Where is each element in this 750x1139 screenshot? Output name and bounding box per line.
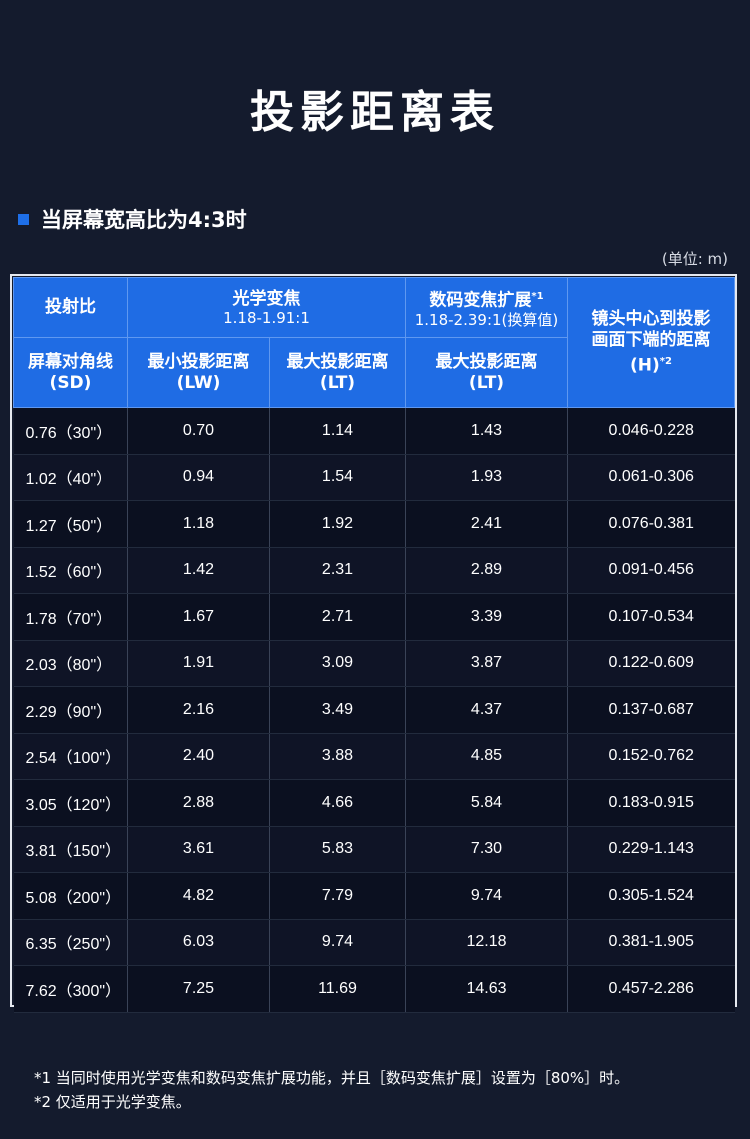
table-row: 1.78（70"） 1.67 2.71 3.39 0.107-0.534 <box>13 593 735 641</box>
cell-min-distance: 2.40 <box>127 733 270 780</box>
header-throw-ratio: 投射比 <box>13 277 128 338</box>
header-min-distance: 最小投影距离 (LW) <box>127 337 270 408</box>
footnotes: *1 当同时使用光学变焦和数码变焦扩展功能，并且［数码变焦扩展］设置为［80%］… <box>34 1066 629 1114</box>
cell-min-distance: 1.18 <box>127 500 270 548</box>
cell-min-distance: 2.16 <box>127 686 270 734</box>
footnote-1: *1 当同时使用光学变焦和数码变焦扩展功能，并且［数码变焦扩展］设置为［80%］… <box>34 1069 630 1087</box>
table-body: 0.76（30"） 0.70 1.14 1.43 0.046-0.228 1.02（40"… <box>13 407 735 1013</box>
cell-lens-offset: 0.381-1.905 <box>567 919 735 966</box>
cell-screen-diagonal: 5.08（200"） <box>13 872 128 920</box>
page-title: 投影距离表 <box>250 87 500 138</box>
cell-lens-offset: 0.091-0.456 <box>567 547 735 594</box>
cell-digital-max-distance: 2.89 <box>405 547 568 594</box>
square-bullet-icon <box>18 213 29 225</box>
table-row: 5.08（200"） 4.82 7.79 9.74 0.305-1.524 <box>13 872 735 920</box>
cell-screen-diagonal: 3.81（150"） <box>13 826 128 873</box>
cell-max-distance: 2.31 <box>269 547 406 594</box>
cell-max-distance: 5.83 <box>269 826 406 873</box>
cell-screen-diagonal: 3.05（120"） <box>13 779 128 827</box>
table-row: 3.05（120"） 2.88 4.66 5.84 0.183-0.915 <box>13 779 735 827</box>
header-digital-zoom: 数码变焦扩展*1 1.18-2.39:1(换算值) <box>405 277 568 338</box>
cell-min-distance: 0.94 <box>127 454 270 501</box>
projection-distance-table: 投射比 光学变焦 1.18-1.91:1 数码变焦扩展*1 1.18-2.39:… <box>13 277 735 1013</box>
table-row: 7.62（300"） 7.25 11.69 14.63 0.457-2.286 <box>13 965 735 1013</box>
cell-min-distance: 0.70 <box>127 407 270 455</box>
header-lens-offset: 镜头中心到投影 画面下端的距离 (H)*2 <box>567 277 735 408</box>
section-heading: 当屏幕宽高比为4:3时 <box>18 204 247 234</box>
cell-screen-diagonal: 2.54（100"） <box>13 733 128 780</box>
cell-min-distance: 1.42 <box>127 547 270 594</box>
table-row: 2.54（100"） 2.40 3.88 4.85 0.152-0.762 <box>13 733 735 780</box>
cell-digital-max-distance: 5.84 <box>405 779 568 827</box>
cell-screen-diagonal: 1.02（40"） <box>13 454 128 501</box>
table-row: 2.29（90"） 2.16 3.49 4.37 0.137-0.687 <box>13 686 735 734</box>
cell-lens-offset: 0.122-0.609 <box>567 640 735 687</box>
footnote-2: *2 仅适用于光学变焦。 <box>34 1093 191 1111</box>
cell-min-distance: 1.67 <box>127 593 270 641</box>
cell-digital-max-distance: 9.74 <box>405 872 568 920</box>
cell-screen-diagonal: 2.29（90"） <box>13 686 128 734</box>
cell-screen-diagonal: 7.62（300"） <box>13 965 128 1013</box>
cell-screen-diagonal: 1.78（70"） <box>13 593 128 641</box>
cell-min-distance: 7.25 <box>127 965 270 1013</box>
cell-max-distance: 9.74 <box>269 919 406 966</box>
cell-lens-offset: 0.137-0.687 <box>567 686 735 734</box>
cell-digital-max-distance: 14.63 <box>405 965 568 1013</box>
header-digital-max-distance: 最大投影距离 (LT) <box>405 337 568 408</box>
table-row: 0.76（30"） 0.70 1.14 1.43 0.046-0.228 <box>13 407 735 455</box>
cell-digital-max-distance: 3.39 <box>405 593 568 641</box>
cell-lens-offset: 0.229-1.143 <box>567 826 735 873</box>
cell-lens-offset: 0.152-0.762 <box>567 733 735 780</box>
cell-max-distance: 3.49 <box>269 686 406 734</box>
cell-max-distance: 4.66 <box>269 779 406 827</box>
unit-note: (单位: m) <box>661 250 728 268</box>
header-max-distance: 最大投影距离 (LT) <box>269 337 406 408</box>
cell-max-distance: 1.14 <box>269 407 406 455</box>
cell-max-distance: 1.54 <box>269 454 406 501</box>
cell-max-distance: 1.92 <box>269 500 406 548</box>
table-row: 1.27（50"） 1.18 1.92 2.41 0.076-0.381 <box>13 500 735 548</box>
cell-digital-max-distance: 4.85 <box>405 733 568 780</box>
cell-min-distance: 1.91 <box>127 640 270 687</box>
cell-lens-offset: 0.457-2.286 <box>567 965 735 1013</box>
cell-lens-offset: 0.046-0.228 <box>567 407 735 455</box>
cell-max-distance: 2.71 <box>269 593 406 641</box>
cell-lens-offset: 0.076-0.381 <box>567 500 735 548</box>
cell-max-distance: 7.79 <box>269 872 406 920</box>
cell-min-distance: 6.03 <box>127 919 270 966</box>
cell-screen-diagonal: 1.27（50"） <box>13 500 128 548</box>
cell-max-distance: 11.69 <box>269 965 406 1013</box>
cell-min-distance: 2.88 <box>127 779 270 827</box>
cell-digital-max-distance: 3.87 <box>405 640 568 687</box>
header-optical-zoom: 光学变焦 1.18-1.91:1 <box>127 277 406 338</box>
cell-screen-diagonal: 6.35（250"） <box>13 919 128 966</box>
cell-screen-diagonal: 2.03（80"） <box>13 640 128 687</box>
table-row: 2.03（80"） 1.91 3.09 3.87 0.122-0.609 <box>13 640 735 687</box>
cell-digital-max-distance: 1.93 <box>405 454 568 501</box>
cell-digital-max-distance: 1.43 <box>405 407 568 455</box>
table-row: 3.81（150"） 3.61 5.83 7.30 0.229-1.143 <box>13 826 735 873</box>
cell-digital-max-distance: 7.30 <box>405 826 568 873</box>
table-row: 1.52（60"） 1.42 2.31 2.89 0.091-0.456 <box>13 547 735 594</box>
cell-max-distance: 3.88 <box>269 733 406 780</box>
cell-screen-diagonal: 1.52（60"） <box>13 547 128 594</box>
cell-lens-offset: 0.183-0.915 <box>567 779 735 827</box>
cell-max-distance: 3.09 <box>269 640 406 687</box>
cell-min-distance: 4.82 <box>127 872 270 920</box>
cell-digital-max-distance: 4.37 <box>405 686 568 734</box>
section-heading-text: 当屏幕宽高比为4:3时 <box>41 208 247 232</box>
cell-digital-max-distance: 2.41 <box>405 500 568 548</box>
header-screen-diagonal: 屏幕对角线 (SD) <box>13 337 128 408</box>
table-row: 1.02（40"） 0.94 1.54 1.93 0.061-0.306 <box>13 454 735 501</box>
cell-lens-offset: 0.305-1.524 <box>567 872 735 920</box>
table-row: 6.35（250"） 6.03 9.74 12.18 0.381-1.905 <box>13 919 735 966</box>
cell-lens-offset: 0.061-0.306 <box>567 454 735 501</box>
cell-digital-max-distance: 12.18 <box>405 919 568 966</box>
cell-screen-diagonal: 0.76（30"） <box>13 407 128 455</box>
cell-min-distance: 3.61 <box>127 826 270 873</box>
cell-lens-offset: 0.107-0.534 <box>567 593 735 641</box>
